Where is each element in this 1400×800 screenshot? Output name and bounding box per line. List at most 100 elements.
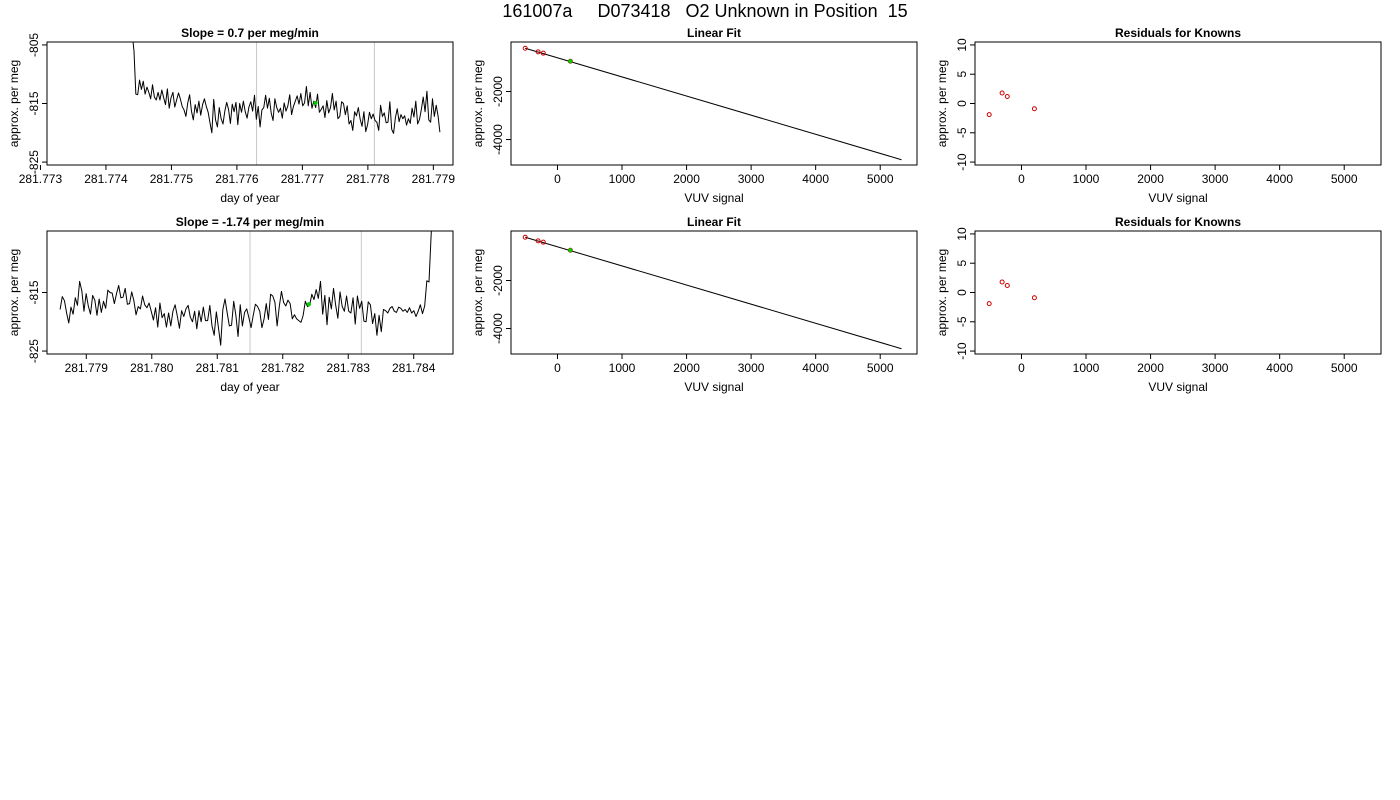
- y-tick-label: 5: [955, 260, 969, 267]
- x-tick-label: 281.776: [215, 172, 259, 186]
- x-tick-label: 281.783: [327, 361, 371, 375]
- y-tick-label: -10: [955, 342, 969, 360]
- data-point: [1031, 295, 1037, 301]
- x-tick-label: 5000: [1331, 172, 1358, 186]
- x-tick-label: 1000: [609, 172, 636, 186]
- chart-title: Residuals for Knowns: [1115, 26, 1241, 40]
- highlight-marker: [313, 100, 318, 106]
- chart-title: Slope = 0.7 per meg/min: [181, 26, 319, 40]
- y-tick-label: 0: [955, 100, 969, 107]
- highlight-marker: [306, 302, 312, 307]
- x-tick-label: 281.774: [84, 172, 128, 186]
- x-tick-label: 281.775: [150, 172, 194, 186]
- data-point: [522, 45, 528, 51]
- panel-residuals-1: Residuals for Knowns 0 1000 2000 3000 4000 500…: [935, 26, 1382, 205]
- x-tick-label: 1000: [1073, 361, 1100, 375]
- y-tick-label: -4000: [491, 124, 505, 155]
- x-tick-label: 1000: [609, 361, 636, 375]
- series-line: [132, 42, 441, 134]
- x-tick-label: 4000: [1266, 361, 1293, 375]
- y-axis-label: approx. per meg: [471, 249, 485, 336]
- chart-title: Linear Fit: [687, 215, 741, 229]
- x-tick-label: 3000: [1202, 172, 1229, 186]
- data-point: [1031, 106, 1037, 112]
- plot-frame: [510, 230, 918, 355]
- data-point: [999, 279, 1005, 285]
- x-tick-label: 4000: [802, 361, 829, 375]
- y-tick-label: -2000: [491, 265, 505, 296]
- x-axis-label: VUV signal: [1148, 380, 1207, 394]
- y-axis-label: approx. per meg: [7, 249, 21, 336]
- data-point: [535, 49, 541, 55]
- y-tick-label: -4000: [491, 313, 505, 344]
- x-tick-label: 281.779: [65, 361, 109, 375]
- y-axis-label: approx. per meg: [935, 60, 949, 147]
- highlight-marker: [568, 248, 573, 253]
- plot-frame: [510, 41, 918, 166]
- y-axis-label: approx. per meg: [935, 249, 949, 336]
- x-tick-label: 2000: [673, 172, 700, 186]
- x-axis-label: VUV signal: [1148, 191, 1207, 205]
- page-title: 161007a D073418 O2 Unknown in Position 1…: [502, 1, 908, 21]
- x-tick-label: 3000: [1202, 361, 1229, 375]
- x-tick-label: 0: [554, 361, 561, 375]
- plot-frame: [974, 230, 1382, 355]
- y-tick-label: -815: [27, 91, 41, 115]
- x-tick-label: 0: [1018, 172, 1025, 186]
- x-axis-label: VUV signal: [684, 191, 743, 205]
- x-tick-label: 0: [1018, 361, 1025, 375]
- panel-linear-fit-2: Linear Fit 0 1000 2000 3000 4000 5000 VUV signa…: [471, 215, 918, 394]
- data-point: [999, 90, 1005, 96]
- y-tick-label: -10: [955, 153, 969, 171]
- y-axis-label: approx. per meg: [7, 60, 21, 147]
- x-tick-label: 281.784: [392, 361, 436, 375]
- panel-linear-fit-1: Linear Fit 0 1000 2000 3000 4000 5000 VUV signa…: [471, 26, 918, 205]
- panel-residuals-2: Residuals for Knowns 0 1000 2000 3000 4000 500…: [935, 215, 1382, 394]
- y-tick-label: 10: [955, 227, 969, 241]
- y-tick-label: -825: [27, 339, 41, 363]
- x-tick-label: 1000: [1073, 172, 1100, 186]
- y-tick-label: -825: [27, 150, 41, 174]
- highlight-marker: [568, 59, 573, 64]
- x-tick-label: 5000: [867, 172, 894, 186]
- chart-title: Slope = -1.74 per meg/min: [176, 215, 324, 229]
- x-tick-label: 5000: [1331, 361, 1358, 375]
- x-tick-label: 2000: [673, 361, 700, 375]
- data-point: [535, 238, 541, 244]
- y-tick-label: -5: [955, 127, 969, 138]
- x-tick-label: 281.778: [346, 172, 390, 186]
- x-axis-label: day of year: [220, 380, 279, 394]
- y-tick-label: -5: [955, 316, 969, 327]
- data-point: [986, 301, 992, 307]
- x-tick-label: 2000: [1137, 172, 1164, 186]
- y-tick-label: 10: [955, 38, 969, 52]
- data-point: [540, 50, 546, 56]
- y-tick-label: 0: [955, 289, 969, 296]
- fit-line: [525, 47, 902, 161]
- x-tick-label: 4000: [802, 172, 829, 186]
- x-tick-label: 281.782: [261, 361, 305, 375]
- y-tick-label: -815: [27, 280, 41, 304]
- x-tick-label: 281.777: [281, 172, 325, 186]
- x-tick-label: 5000: [867, 361, 894, 375]
- x-tick-label: 281.773: [19, 172, 63, 186]
- y-axis-label: approx. per meg: [471, 60, 485, 147]
- x-tick-label: 281.779: [412, 172, 456, 186]
- y-tick-label: -805: [27, 33, 41, 57]
- x-tick-label: 281.780: [130, 361, 174, 375]
- y-tick-label: -2000: [491, 76, 505, 107]
- y-tick-label: 5: [955, 71, 969, 78]
- panel-time-series-1: Slope = 0.7 per meg/min 281.773 281.774 281…: [7, 26, 455, 205]
- fit-line: [525, 236, 902, 350]
- panel-time-series-2: Slope = -1.74 per meg/min 281.779 281.780 2…: [7, 215, 454, 394]
- plot-frame: [974, 41, 1382, 166]
- x-tick-label: 3000: [738, 172, 765, 186]
- x-tick-label: 2000: [1137, 361, 1164, 375]
- x-tick-label: 281.781: [196, 361, 240, 375]
- data-point: [540, 239, 546, 245]
- x-axis-label: VUV signal: [684, 380, 743, 394]
- chart-title: Residuals for Knowns: [1115, 215, 1241, 229]
- x-tick-label: 4000: [1266, 172, 1293, 186]
- chart-title: Linear Fit: [687, 26, 741, 40]
